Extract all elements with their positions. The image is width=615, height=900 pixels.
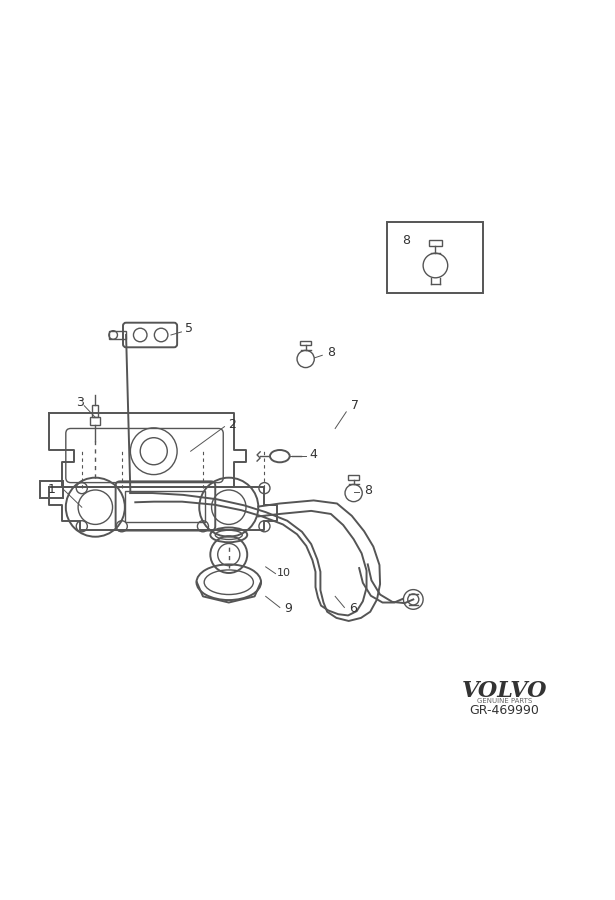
Text: 1: 1 (48, 483, 55, 496)
Bar (92, 405, 98, 418)
Text: 2: 2 (229, 418, 236, 431)
Bar (348, 474, 359, 480)
Text: GR-469990: GR-469990 (469, 705, 539, 717)
Text: 8: 8 (402, 234, 410, 248)
Text: GENUINE PARTS: GENUINE PARTS (477, 698, 532, 704)
Text: 9: 9 (284, 602, 292, 616)
Text: 7: 7 (351, 400, 360, 412)
Text: 3: 3 (76, 395, 84, 409)
Text: VOLVO: VOLVO (461, 680, 547, 702)
Bar (40, 481, 63, 498)
Bar (90, 418, 100, 426)
Bar (109, 330, 126, 339)
Text: 8: 8 (327, 346, 335, 359)
Bar (125, 491, 205, 522)
Bar (429, 239, 442, 246)
Bar (387, 222, 483, 293)
Text: 10: 10 (277, 568, 291, 578)
Text: 6: 6 (349, 602, 357, 616)
Text: 5: 5 (185, 322, 194, 336)
Bar (300, 340, 311, 346)
Text: 8: 8 (363, 484, 372, 497)
Text: 4: 4 (310, 448, 317, 462)
